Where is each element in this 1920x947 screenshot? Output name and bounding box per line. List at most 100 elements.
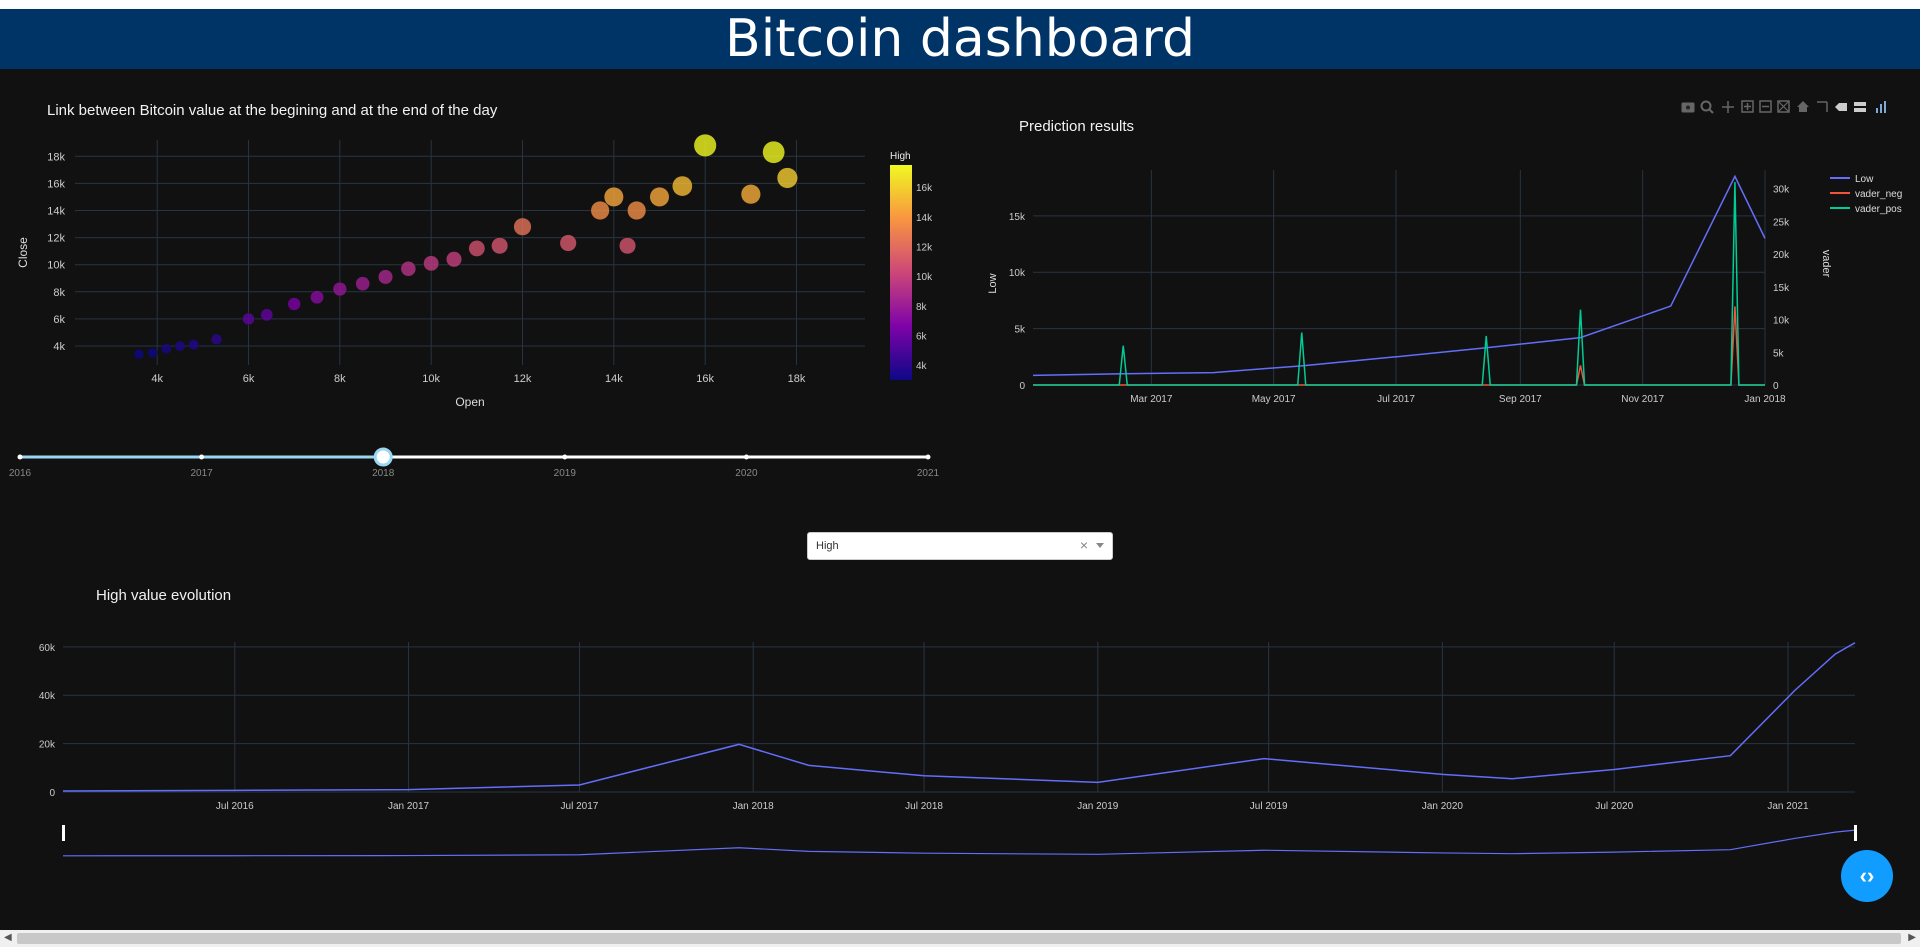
home-icon[interactable] — [1797, 101, 1809, 112]
scatter-point — [445, 251, 463, 268]
y-right-tick-label: 25k — [1773, 217, 1790, 228]
x-tick-label: Jul 2019 — [1250, 801, 1288, 812]
scatter-point — [174, 340, 186, 352]
x-tick-label: 18k — [788, 373, 806, 385]
x-axis-label: Open — [455, 395, 484, 409]
scatter-point — [287, 297, 301, 311]
x-tick-label: Jan 2019 — [1077, 801, 1119, 812]
y-tick-label: 16k — [47, 178, 65, 190]
year-slider[interactable]: 2016 2017 2018 2019 2020 2021 — [0, 444, 960, 480]
y-left-tick-label: 15k — [1009, 212, 1026, 223]
legend-label: vader_neg — [1855, 189, 1902, 200]
code-toggle-button[interactable]: ‹› — [1841, 850, 1893, 902]
dropdown-selected-value: High — [816, 540, 839, 552]
zoom-in-icon[interactable] — [1741, 100, 1754, 113]
y-left-tick-label: 5k — [1014, 325, 1026, 336]
camera-icon[interactable] — [1681, 102, 1695, 113]
scatter-point — [559, 234, 577, 252]
window-top-strip — [0, 0, 1920, 9]
zoom-out-icon[interactable] — [1759, 100, 1772, 113]
hover-compare-icon[interactable] — [1854, 102, 1866, 112]
prediction-chart-title: Prediction results — [1019, 118, 1135, 135]
hover-closest-icon[interactable] — [1835, 103, 1847, 111]
scatter-point — [377, 269, 394, 285]
colorbar-tick-label: 4k — [916, 361, 928, 372]
metric-dropdown[interactable]: High × — [807, 532, 1113, 560]
y-tick-label: 18k — [47, 151, 65, 163]
x-tick-label: Jul 2020 — [1595, 801, 1633, 812]
y-tick-label: 8k — [53, 287, 65, 299]
series-line-Low — [1032, 174, 1766, 377]
series-line-vader-pos — [1033, 181, 1765, 386]
evolution-chart-title: High value evolution — [96, 587, 232, 604]
slider-dot — [17, 454, 23, 460]
spike-lines-icon[interactable] — [1817, 101, 1828, 112]
scatter-point — [762, 140, 786, 164]
y-left-tick-label: 10k — [1009, 268, 1026, 279]
scatter-point — [310, 290, 324, 305]
scatter-point — [672, 175, 693, 197]
colorbar — [890, 165, 912, 380]
scatter-point — [649, 186, 670, 207]
scatter-point — [468, 239, 486, 257]
page-title: Bitcoin dashboard — [725, 9, 1195, 69]
y-tick-label: 4k — [53, 341, 65, 353]
scatter-point — [188, 339, 200, 351]
autoscale-icon[interactable] — [1777, 100, 1790, 113]
scatter-point — [423, 255, 440, 272]
colorbar-tick-label: 10k — [916, 272, 933, 283]
range-slider-right-handle[interactable] — [1854, 825, 1857, 841]
y-tick-label: 10k — [47, 260, 65, 272]
y-axis-label: Close — [16, 237, 30, 268]
scrollbar-thumb[interactable] — [17, 933, 1901, 944]
colorbar-tick-label: 6k — [916, 332, 928, 343]
y-right-tick-label: 10k — [1773, 316, 1790, 327]
slider-handle[interactable] — [373, 447, 393, 467]
scatter-point — [776, 167, 798, 189]
x-tick-label: Mar 2017 — [1130, 394, 1173, 405]
scatter-point — [491, 237, 509, 255]
range-slider-line — [62, 829, 1856, 857]
x-tick-label: Jul 2018 — [905, 801, 943, 812]
scroll-left-icon[interactable]: ◀ — [4, 932, 12, 943]
series-line-high — [62, 642, 1856, 792]
legend-label: Low — [1855, 174, 1874, 185]
clear-icon[interactable]: × — [1079, 537, 1088, 553]
y-right-tick-label: 30k — [1773, 185, 1790, 196]
scatter-point — [332, 281, 348, 297]
scatter-point — [619, 237, 637, 255]
scroll-right-icon[interactable]: ▶ — [1908, 932, 1916, 943]
slider-mark-label: 2021 — [917, 468, 940, 479]
scatter-point — [603, 186, 624, 207]
x-tick-label: Sep 2017 — [1499, 394, 1542, 405]
scatter-chart[interactable]: 4k 6k 8k 10k 12k 14k 16k 18k 4k 6k 8k 10k 12k 14k 16k 1… — [0, 120, 960, 430]
y-tick-label: 6k — [53, 314, 65, 326]
pan-icon[interactable] — [1722, 101, 1734, 113]
x-tick-label: May 2017 — [1252, 394, 1296, 405]
zoom-icon[interactable] — [1700, 100, 1714, 114]
y-right-tick-label: 5k — [1773, 348, 1785, 359]
evolution-chart[interactable]: Jul 2016 Jan 2017 Jul 2017 Jan 2018 Jul 2018… — [0, 630, 1920, 870]
x-tick-label: Jan 2021 — [1767, 801, 1809, 812]
chevron-down-icon[interactable] — [1096, 543, 1104, 548]
y-right-axis-label: vader — [1820, 250, 1832, 278]
chart-modebar[interactable] — [1680, 98, 1916, 116]
scatter-point — [210, 333, 223, 345]
colorbar-tick-label: 12k — [916, 243, 933, 254]
x-tick-label: Jan 2018 — [733, 801, 775, 812]
colorbar-tick-label: 16k — [916, 183, 933, 194]
horizontal-scrollbar[interactable]: ◀ ▶ — [0, 930, 1920, 947]
y-tick-label: 12k — [47, 233, 65, 245]
plotly-logo-icon[interactable] — [1876, 101, 1886, 113]
y-tick-label: 14k — [47, 205, 65, 217]
y-right-tick-label: 0 — [1773, 381, 1779, 392]
prediction-chart[interactable]: Mar 2017 May 2017 Jul 2017 Sep 2017 Nov 2017… — [960, 140, 1920, 420]
slider-dot — [199, 454, 205, 460]
scatter-point — [627, 200, 647, 221]
range-slider-left-handle[interactable] — [62, 825, 65, 841]
x-tick-label: 10k — [422, 373, 440, 385]
scatter-point — [147, 347, 158, 359]
colorbar-tick-label: 14k — [916, 213, 933, 224]
scatter-point — [260, 308, 274, 322]
scatter-point — [400, 260, 417, 277]
